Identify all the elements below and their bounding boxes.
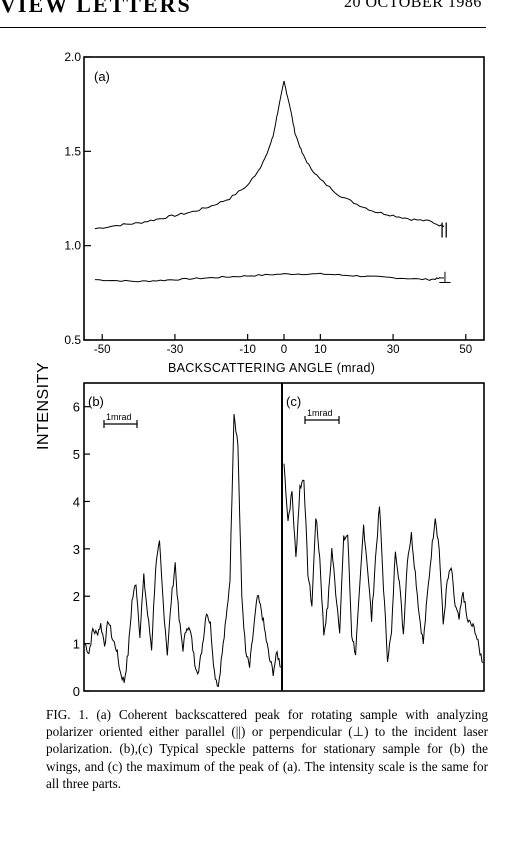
- panels-bc: 0 1 2 3 4 5 6 (b) (c) 1mrad 1mrad: [73, 382, 485, 699]
- panel-a-xlabel: BACKSCATTERING ANGLE (mrad): [168, 361, 375, 375]
- panel-a: (a) 0.5 1.0 1.5 2.0 -50 -30 -10 0 10 30 50 || ⊥ B…: [64, 50, 485, 375]
- header-rule: [0, 27, 486, 28]
- panel-a-xtick-label: 30: [387, 344, 400, 356]
- series-perpendicular-label: ⊥: [438, 270, 452, 287]
- figure-caption: FIG. 1. (a) Coherent backscattered peak …: [46, 707, 488, 791]
- panel-a-xtick-label: 10: [314, 344, 327, 356]
- series-parallel-line: [94, 80, 445, 230]
- panel-b-ytick-label: 3: [73, 542, 80, 557]
- panel-a-ytick-label: 1.5: [64, 144, 81, 158]
- panel-b-scale-label: 1mrad: [106, 412, 132, 422]
- panel-c-speckle-line: [283, 463, 484, 663]
- panel-a-frame: [83, 56, 485, 341]
- panel-b-ytick-label: 5: [73, 447, 80, 462]
- panel-c-scale-label: 1mrad: [307, 408, 333, 418]
- panel-a-xtick-label: 50: [459, 344, 472, 356]
- panel-b-speckle-line: [84, 414, 282, 688]
- panel-a-label: (a): [94, 69, 110, 84]
- series-parallel-label: ||: [440, 221, 448, 238]
- panel-b-ytick-label: 4: [73, 494, 80, 509]
- figure-canvas: (a) 0.51.01.52.0 -50 -30 -10 0 10 30 50 || ⊥ B…: [35, 50, 485, 699]
- panel-a-xtick-label: -50: [94, 344, 111, 356]
- panel-a-xaxis: -50 -30 -10 0 10 30 50: [94, 334, 472, 356]
- panel-b-ytick-label: 6: [73, 400, 80, 415]
- panel-a-xtick-label: -10: [239, 344, 256, 356]
- panel-a-yaxis: 0.5 1.0 1.5 2.0: [64, 50, 91, 347]
- panel-b-yaxis: 0 1 2 3 4 5 6: [73, 400, 90, 699]
- panel-a-xtick-label: -30: [167, 344, 184, 356]
- panel-a-ytick-label: 1.0: [64, 239, 81, 253]
- series-perpendicular-line: [94, 272, 445, 283]
- panel-b-scale-bar: 1mrad: [103, 412, 138, 428]
- panel-b-ytick-label: 2: [73, 589, 80, 604]
- panels-bc-frame: [83, 382, 485, 692]
- panel-a-xtick-label: 0: [281, 344, 287, 356]
- panel-b-ytick-label: 1: [73, 637, 80, 652]
- issue-date: 20 OCTOBER 1986: [344, 0, 482, 11]
- panel-b-ytick-label: 0: [73, 684, 80, 699]
- panel-a-ytick-label: 2.0: [64, 50, 81, 64]
- panel-a-ytick-label: 0.5: [64, 333, 81, 347]
- intensity-axis-label: INTENSITY: [35, 362, 52, 450]
- panel-b-label: (b): [88, 394, 104, 409]
- panel-c-label: (c): [286, 394, 301, 409]
- journal-header: VIEW LETTERS: [0, 0, 192, 17]
- panel-c-scale-bar: 1mrad: [304, 408, 340, 424]
